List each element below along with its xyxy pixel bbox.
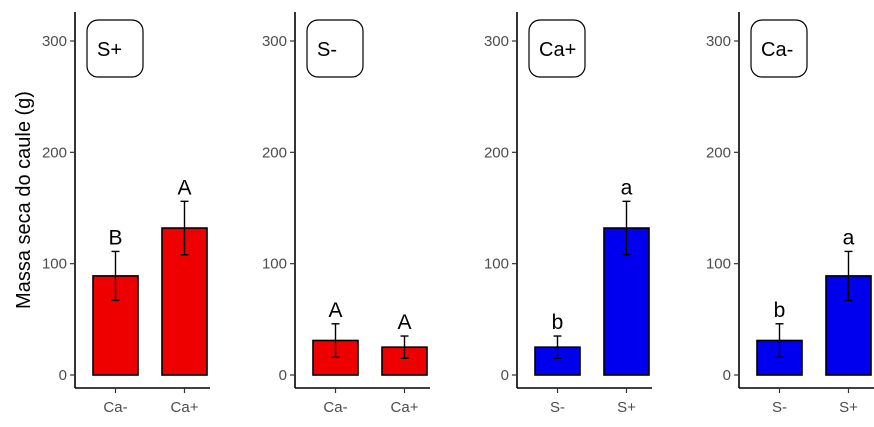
y-tick-label: 100 xyxy=(484,256,509,273)
x-tick-label: Ca+ xyxy=(391,399,419,416)
significance-letter: a xyxy=(843,226,855,249)
significance-letter: A xyxy=(397,311,411,334)
y-tick-label: 200 xyxy=(42,144,67,161)
bar xyxy=(161,227,208,376)
y-tick-label: 100 xyxy=(262,256,287,273)
significance-letter: A xyxy=(177,176,191,199)
y-tick-label: 300 xyxy=(706,33,731,50)
y-tick-label: 300 xyxy=(484,33,509,50)
y-tick-label: 0 xyxy=(59,367,67,384)
y-tick-label: 200 xyxy=(706,144,731,161)
x-tick-label: S+ xyxy=(839,399,858,416)
panel-label: S+ xyxy=(97,39,122,61)
y-tick-label: 200 xyxy=(262,144,287,161)
y-tick-label: 0 xyxy=(723,367,731,384)
x-tick-label: S- xyxy=(550,399,565,416)
panel-label-box xyxy=(86,19,144,78)
x-tick-label: S+ xyxy=(617,399,636,416)
panels: 0 100 200 300 S+ B Ca- A Ca+ 0 100 200 300 S- A Ca- A Ca+… xyxy=(42,12,874,416)
x-tick-label: Ca+ xyxy=(171,399,199,416)
panel-label: S- xyxy=(317,39,337,61)
significance-letter: a xyxy=(621,176,633,199)
x-tick-label: Ca- xyxy=(323,399,347,416)
y-tick-label: 300 xyxy=(42,33,67,50)
significance-letter: b xyxy=(552,311,564,334)
panel-3: 0 100 200 300 Ca+ b S-a S+ xyxy=(484,12,652,416)
panel-label-box xyxy=(306,19,364,78)
y-axis-title: Massa seca do caule (g) xyxy=(13,91,35,309)
significance-letter: B xyxy=(108,226,122,249)
panel-label-box xyxy=(750,19,808,78)
x-tick-label: S- xyxy=(772,399,787,416)
y-tick-label: 100 xyxy=(706,256,731,273)
y-tick-label: 0 xyxy=(501,367,509,384)
x-tick-label: Ca- xyxy=(103,399,127,416)
panel-label-box xyxy=(528,19,586,78)
y-tick-label: 100 xyxy=(42,256,67,273)
panel-label: Ca+ xyxy=(539,39,576,61)
panel-2: 0 100 200 300 S- A Ca- A Ca+ xyxy=(262,12,430,416)
y-tick-label: 200 xyxy=(484,144,509,161)
y-tick-label: 300 xyxy=(262,33,287,50)
significance-letter: A xyxy=(328,299,342,322)
panel-label: Ca- xyxy=(761,39,793,61)
panel-1: 0 100 200 300 S+ B Ca- A Ca+ xyxy=(42,12,210,416)
significance-letter: b xyxy=(774,299,786,322)
y-tick-label: 0 xyxy=(279,367,287,384)
panel-4: 0 100 200 300 Ca-b S-a S+ xyxy=(706,12,874,416)
